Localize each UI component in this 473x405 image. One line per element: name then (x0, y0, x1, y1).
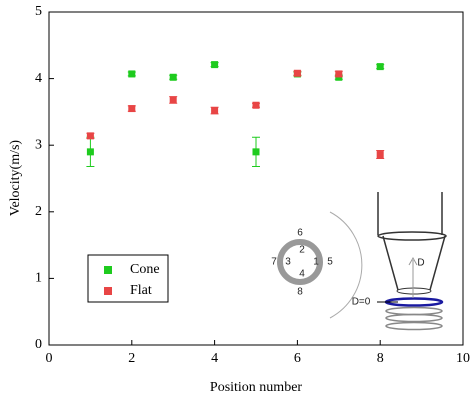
inset-label: 7 (271, 257, 277, 268)
x-tick-label: 2 (128, 351, 135, 366)
point (169, 96, 177, 104)
y-axis-label: Velocity(m/s) (8, 140, 23, 217)
disk (385, 306, 443, 316)
inset-label: D=0 (352, 297, 371, 308)
x-tick-label: 6 (294, 351, 301, 366)
legend-marker (104, 287, 112, 295)
point (86, 132, 94, 140)
point (211, 61, 219, 69)
point (252, 101, 260, 109)
point (293, 69, 301, 77)
y-tick-label: 4 (35, 71, 42, 86)
point (128, 70, 136, 78)
legend-label: Cone (130, 262, 160, 277)
point (169, 73, 177, 81)
inset-label: 6 (297, 228, 303, 239)
inset-label: D (417, 258, 424, 269)
cone-bottom (396, 287, 432, 295)
y-tick-label: 5 (35, 4, 42, 19)
y-tick-label: 1 (35, 271, 42, 286)
y-tick-label: 0 (35, 337, 42, 352)
point (376, 63, 384, 71)
inset-label: 8 (297, 287, 303, 298)
point (128, 105, 136, 113)
cone-top (377, 231, 447, 241)
x-tick-label: 8 (377, 351, 384, 366)
point (335, 70, 343, 78)
scale-arc (329, 211, 363, 319)
point (211, 107, 219, 115)
point (86, 148, 94, 156)
legend-marker (104, 266, 112, 274)
point (376, 151, 384, 159)
inset-label: 5 (327, 257, 333, 268)
inset-label: 3 (285, 257, 291, 268)
cone-outline (377, 192, 446, 291)
disk (385, 313, 443, 323)
disk (385, 321, 443, 331)
arrow (408, 256, 418, 298)
legend-label: Flat (130, 283, 152, 298)
inset-label: 2 (299, 245, 305, 256)
x-tick-label: 4 (211, 351, 218, 366)
point (252, 148, 260, 156)
inset-label: 4 (299, 269, 305, 280)
plot-frame (48, 11, 464, 346)
legend-box (87, 254, 169, 303)
inset-diagram: 6 2 7 3 1 5 4 8 D D=0 (271, 192, 447, 331)
x-tick-label: 0 (46, 351, 53, 366)
x-tick-label: 10 (456, 351, 470, 366)
y-tick-label: 2 (35, 204, 42, 219)
y-tick-label: 3 (35, 137, 42, 152)
x-axis-label: Position number (210, 380, 303, 395)
inset-label: 1 (313, 257, 319, 268)
pipe-ring (277, 239, 323, 285)
